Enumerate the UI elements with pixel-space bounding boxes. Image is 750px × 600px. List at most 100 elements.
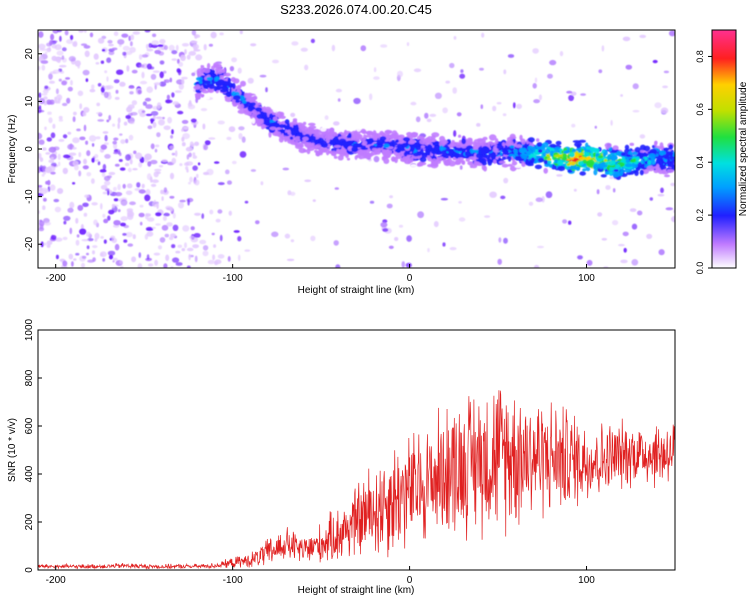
noise-blob: [217, 182, 225, 186]
noise-blob: [153, 252, 161, 256]
noise-blob: [51, 44, 57, 49]
noise-blob: [152, 70, 160, 73]
trace-blob: [430, 148, 439, 155]
noise-blob: [125, 231, 133, 238]
noise-blob: [605, 185, 611, 190]
noise-blob: [69, 227, 73, 235]
noise-blob: [161, 196, 164, 201]
noise-blob: [108, 114, 112, 121]
noise-blob: [132, 168, 138, 171]
trace-blob: [467, 137, 473, 141]
noise-blob: [433, 221, 439, 228]
noise-blob: [155, 212, 162, 217]
noise-blob: [62, 260, 68, 267]
noise-blob: [169, 77, 173, 83]
noise-blob: [547, 73, 553, 79]
noise-blob: [623, 247, 627, 253]
noise-blob: [86, 245, 90, 250]
trace-blob: [200, 93, 205, 98]
spectrogram-trace: [193, 61, 675, 180]
noise-blob: [265, 87, 268, 93]
spectrogram-x-label: Height of straight line (km): [298, 285, 415, 296]
noise-blob: [671, 215, 675, 223]
noise-blob: [434, 92, 442, 100]
noise-blob: [57, 188, 64, 194]
trace-blob: [215, 76, 219, 81]
snr-x-axis: -200 -100 0 100: [46, 566, 595, 586]
noise-blob: [101, 48, 106, 52]
trace-blob: [399, 151, 405, 158]
trace-blob: [207, 83, 214, 87]
trace-blob: [637, 162, 643, 168]
noise-blob: [458, 201, 462, 204]
trace-blob: [464, 150, 471, 157]
noise-blob: [189, 235, 196, 240]
noise-blob: [597, 212, 603, 217]
noise-blob: [534, 264, 540, 268]
trace-blob: [579, 171, 586, 176]
noise-blob: [107, 39, 113, 44]
noise-blob: [108, 43, 114, 47]
noise-blob: [161, 159, 168, 163]
noise-blob: [38, 152, 42, 159]
noise-blob: [65, 77, 71, 80]
noise-blob: [163, 212, 170, 217]
trace-blob: [661, 171, 669, 175]
noise-blob: [410, 101, 417, 106]
trace-blob: [240, 80, 246, 87]
noise-blob: [40, 93, 48, 96]
trace-blob: [626, 154, 632, 158]
noise-blob: [570, 91, 577, 96]
trace-blob: [203, 68, 211, 74]
noise-blob: [43, 242, 47, 246]
trace-blob: [577, 161, 584, 166]
noise-blob: [212, 254, 216, 261]
noise-blob: [153, 82, 161, 86]
noise-blob: [113, 79, 120, 84]
trace-blob: [546, 160, 552, 164]
noise-blob: [82, 69, 90, 76]
noise-blob: [146, 231, 154, 237]
noise-blob: [95, 136, 101, 140]
trace-blob: [514, 144, 523, 148]
trace-blob: [470, 168, 474, 174]
noise-blob: [155, 144, 160, 148]
trace-blob: [252, 95, 258, 101]
trace-blob: [475, 142, 482, 147]
trace-blob: [358, 155, 366, 160]
spectrogram-y-axis: -20 -10 0 10 20: [24, 48, 42, 251]
trace-blob: [379, 136, 387, 141]
noise-blob: [127, 243, 134, 247]
noise-blob: [417, 211, 424, 219]
noise-blob: [97, 161, 101, 166]
noise-blob: [459, 165, 463, 170]
trace-blob: [345, 153, 349, 159]
noise-blob: [158, 119, 165, 126]
trace-blob: [402, 156, 408, 160]
trace-blob: [536, 142, 543, 147]
noise-blob: [38, 107, 42, 114]
noise-blob: [535, 197, 543, 202]
noise-blob: [89, 88, 96, 93]
trace-blob: [404, 161, 411, 165]
noise-blob: [108, 171, 116, 176]
noise-blob: [192, 155, 198, 159]
noise-blob: [146, 63, 152, 70]
trace-blob: [408, 145, 415, 152]
noise-blob: [533, 99, 540, 104]
noise-blob: [38, 132, 43, 140]
trace-blob: [509, 133, 516, 139]
noise-blob: [141, 183, 145, 189]
trace-blob: [333, 145, 342, 148]
noise-blob: [668, 30, 675, 37]
trace-blob: [549, 164, 553, 168]
noise-blob: [103, 91, 109, 99]
trace-blob: [232, 82, 236, 90]
noise-blob: [178, 83, 184, 90]
noise-blob: [180, 54, 186, 61]
noise-blob: [94, 154, 99, 159]
trace-blob: [597, 162, 605, 170]
trace-blob: [203, 80, 212, 85]
trace-blob: [308, 135, 316, 141]
noise-blob: [244, 249, 251, 252]
